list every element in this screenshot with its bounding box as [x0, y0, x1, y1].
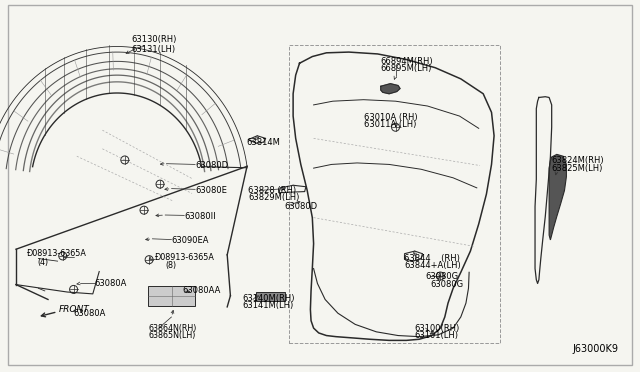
Text: 63828 (RH): 63828 (RH) [248, 186, 296, 195]
Text: 63080AA: 63080AA [182, 286, 221, 295]
Text: 66895M(LH): 66895M(LH) [381, 64, 432, 73]
Bar [148, 286, 195, 306]
Text: 63090EA: 63090EA [172, 236, 209, 245]
Text: 66894M(RH): 66894M(RH) [381, 57, 433, 66]
Text: 63080A: 63080A [74, 309, 106, 318]
Text: 63080E: 63080E [195, 186, 227, 195]
Text: 63080D: 63080D [285, 202, 318, 211]
Text: 63100(RH): 63100(RH) [415, 324, 460, 333]
Text: 63011A (LH): 63011A (LH) [364, 120, 416, 129]
Text: 63825M(LH): 63825M(LH) [552, 164, 603, 173]
Bar [256, 292, 285, 301]
Text: (4): (4) [37, 258, 48, 267]
Text: 63131(LH): 63131(LH) [131, 45, 175, 54]
Text: 63814M: 63814M [246, 138, 280, 147]
Text: Ð08913-6365A: Ð08913-6365A [27, 249, 87, 258]
Text: 63824M(RH): 63824M(RH) [552, 156, 604, 165]
Polygon shape [549, 154, 566, 240]
Text: 63130(RH): 63130(RH) [131, 35, 177, 44]
Text: 63829M(LH): 63829M(LH) [248, 193, 300, 202]
Text: 63844+A(LH): 63844+A(LH) [404, 262, 461, 270]
Text: Ð08913-6365A: Ð08913-6365A [155, 253, 215, 262]
Text: 63080D: 63080D [195, 161, 228, 170]
Text: 63080G: 63080G [426, 272, 459, 280]
Text: 63080A: 63080A [95, 279, 127, 288]
Text: 63864N(RH): 63864N(RH) [148, 324, 197, 333]
Text: 63080G: 63080G [430, 280, 463, 289]
Text: 63101(LH): 63101(LH) [415, 331, 459, 340]
Text: FRONT: FRONT [59, 305, 90, 314]
Text: 63865N(LH): 63865N(LH) [148, 331, 196, 340]
Text: J63000K9: J63000K9 [573, 344, 619, 354]
Text: 63141M(LH): 63141M(LH) [242, 301, 293, 310]
Text: 63140M(RH): 63140M(RH) [242, 294, 294, 303]
Polygon shape [381, 84, 400, 94]
Text: 63844    (RH): 63844 (RH) [404, 254, 460, 263]
Text: (8): (8) [165, 262, 176, 270]
Text: 63080II: 63080II [184, 212, 216, 221]
Text: 63010A (RH): 63010A (RH) [364, 113, 417, 122]
